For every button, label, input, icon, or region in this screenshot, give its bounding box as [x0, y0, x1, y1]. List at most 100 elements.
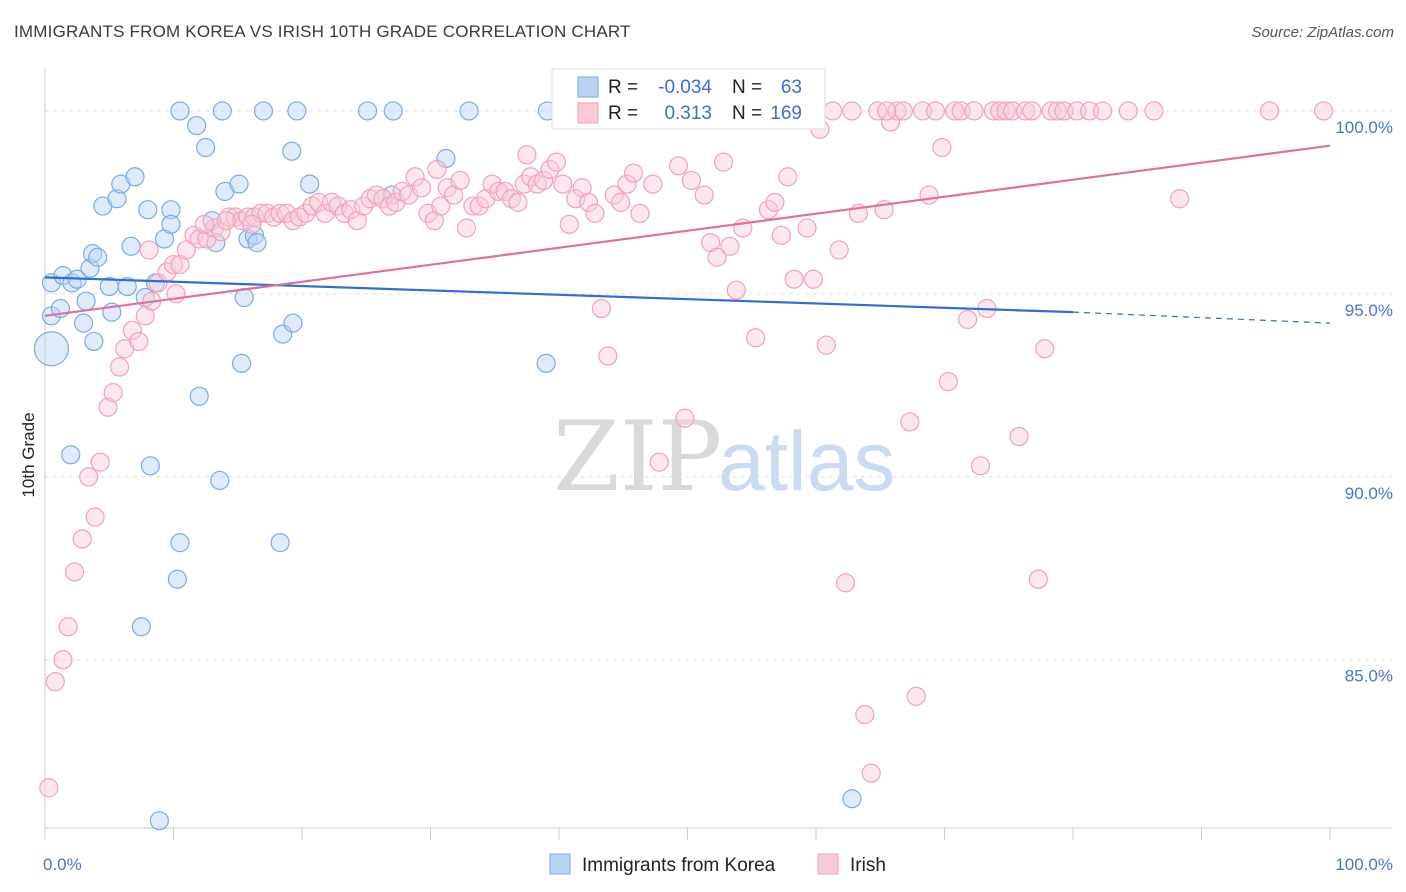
- irish-point: [746, 328, 766, 348]
- korea-point: [229, 174, 249, 194]
- irish-point: [970, 456, 991, 476]
- irish-point: [540, 159, 560, 180]
- irish-point: [1022, 101, 1042, 121]
- irish-point: [495, 181, 515, 202]
- irish-point: [379, 196, 399, 216]
- korea-point: [80, 258, 100, 278]
- korea-point: [189, 386, 209, 406]
- korea-point: [842, 789, 862, 809]
- irish-point: [758, 200, 779, 220]
- korea-point: [131, 617, 151, 637]
- irish-trend-line: [44, 144, 1331, 317]
- y-tick-label: 95.0%: [1345, 301, 1393, 320]
- irish-point: [797, 218, 817, 238]
- korea-point: [61, 445, 81, 465]
- irish-point: [887, 101, 907, 121]
- bottom-legend: Immigrants from Korea Irish: [549, 853, 886, 876]
- korea-point: [196, 137, 216, 158]
- korea-point: [73, 313, 94, 333]
- y-tick-label: 90.0%: [1345, 484, 1393, 503]
- irish-point: [39, 778, 59, 798]
- irish-point: [289, 207, 310, 227]
- irish-point: [925, 101, 946, 121]
- irish-point: [90, 452, 110, 472]
- irish-point: [932, 137, 952, 158]
- korea-point: [282, 141, 302, 161]
- watermark-atlas: atlas: [718, 414, 895, 508]
- korea-point: [161, 200, 181, 220]
- stats-korea-n-label: N =: [732, 77, 762, 98]
- irish-point: [765, 192, 785, 212]
- x-tick-label: 100.0%: [1335, 855, 1393, 874]
- irish-point: [163, 254, 184, 275]
- korea-point: [170, 533, 190, 553]
- korea-point: [187, 115, 207, 136]
- irish-point: [958, 309, 978, 330]
- y-tick-labels: 85.0% 90.0% 95.0% 100.0%: [1335, 118, 1393, 686]
- irish-point: [842, 101, 862, 121]
- irish-point: [373, 189, 393, 209]
- korea-point: [270, 533, 290, 553]
- korea-point: [287, 101, 307, 121]
- irish-point: [784, 269, 804, 289]
- stats-irish-r-value: 0.313: [664, 103, 712, 124]
- irish-point: [1009, 426, 1029, 447]
- stats-legend: R = -0.034 N = 63 R = 0.313 N = 169: [551, 68, 826, 130]
- series-irish: [39, 101, 1334, 798]
- irish-point: [945, 101, 965, 121]
- korea-point: [161, 214, 181, 234]
- irish-point: [205, 218, 225, 238]
- irish-point: [1092, 101, 1113, 121]
- irish-point: [585, 203, 605, 223]
- korea-point: [253, 101, 274, 121]
- irish-point: [98, 397, 118, 417]
- stats-korea-r-value: -0.034: [658, 77, 712, 98]
- legend-label-irish: Irish: [850, 855, 886, 876]
- irish-point: [713, 152, 734, 172]
- stats-swatch-irish: [577, 102, 599, 124]
- irish-point: [427, 159, 447, 180]
- irish-point: [630, 203, 650, 223]
- irish-point: [803, 269, 824, 289]
- irish-point: [219, 207, 239, 227]
- source-label: Source: ZipAtlas.com: [1251, 24, 1394, 41]
- irish-point: [517, 145, 537, 165]
- irish-point: [1170, 189, 1190, 209]
- irish-point: [79, 467, 99, 487]
- irish-point: [578, 192, 599, 212]
- korea-point: [125, 167, 145, 187]
- korea-point: [117, 276, 137, 297]
- irish-point: [508, 192, 528, 212]
- grid: [45, 110, 1392, 661]
- korea-point: [300, 174, 320, 194]
- irish-point: [559, 214, 579, 234]
- korea-point: [167, 569, 187, 589]
- korea-point: [212, 101, 232, 121]
- irish-point: [189, 229, 209, 249]
- irish-point: [900, 412, 920, 432]
- legend-swatch-irish: [817, 853, 839, 875]
- korea-point: [170, 101, 190, 121]
- irish-point: [668, 156, 689, 176]
- x-tick-labels: 0.0% 100.0%: [43, 855, 1393, 874]
- irish-point: [456, 218, 477, 238]
- irish-point: [341, 200, 361, 220]
- irish-point: [906, 686, 926, 706]
- irish-point: [296, 203, 316, 223]
- korea-point: [383, 101, 403, 121]
- irish-point: [321, 192, 342, 212]
- irish-point: [103, 383, 123, 403]
- korea-point: [459, 101, 479, 121]
- irish-point: [835, 573, 856, 593]
- irish-point: [194, 214, 214, 234]
- korea-point: [232, 353, 252, 373]
- irish-point: [527, 174, 547, 194]
- irish-point: [681, 170, 701, 191]
- watermark: ZIP atlas: [553, 401, 895, 513]
- legend-swatch-korea: [549, 853, 571, 875]
- irish-point: [366, 185, 387, 205]
- irish-point: [521, 167, 541, 187]
- irish-point: [694, 185, 714, 205]
- irish-point: [720, 236, 740, 256]
- stats-swatch-korea: [577, 76, 599, 98]
